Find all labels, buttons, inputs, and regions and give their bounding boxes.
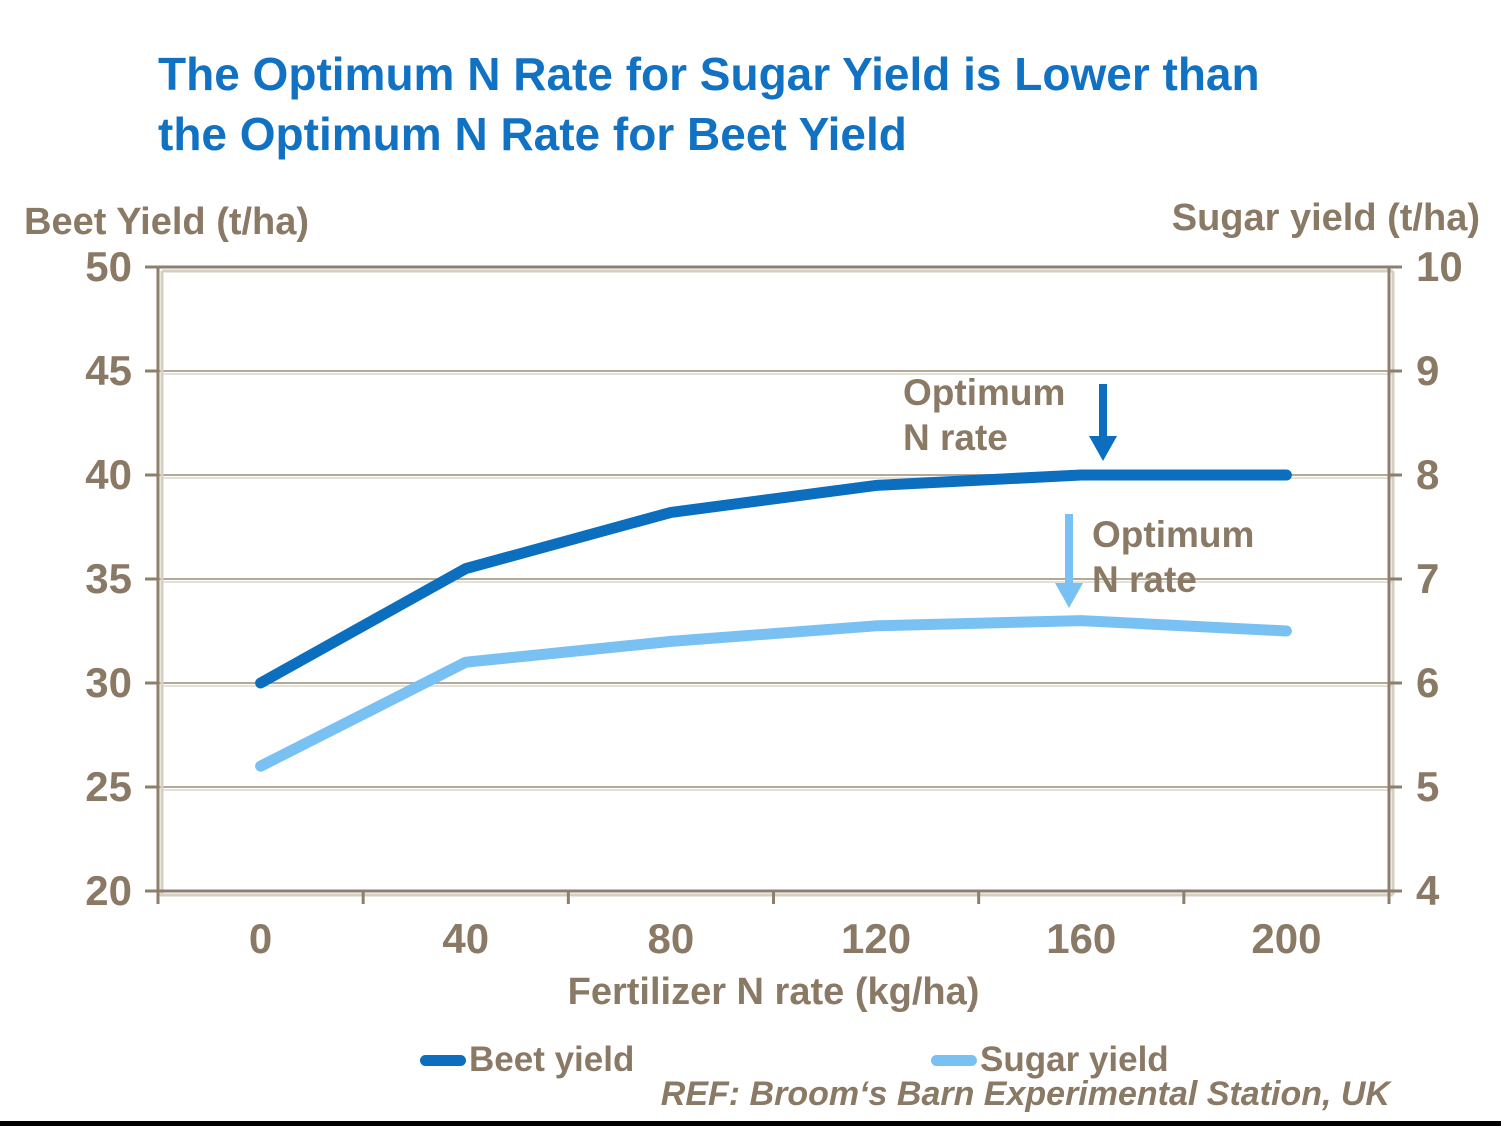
beet-yield-legend-label: Beet yield — [469, 1040, 635, 1079]
beet-yield-legend-swatch — [420, 1054, 466, 1066]
y-left-tick-label: 35 — [85, 555, 132, 602]
x-tick-label: 40 — [442, 915, 490, 962]
x-tick-label: 80 — [647, 915, 695, 962]
right-axis-title: Sugar yield (t/ha) — [1171, 197, 1480, 239]
beet-yield-line — [255, 469, 1292, 689]
x-tick-label: 160 — [1046, 915, 1117, 962]
y-left-tick-label: 25 — [85, 763, 132, 810]
beet-optimum-arrow-head — [1089, 436, 1117, 461]
sugar-optimum-arrow-head — [1055, 583, 1083, 608]
y-left-tick-label: 50 — [85, 243, 132, 290]
y-left-tick-label: 40 — [85, 451, 132, 498]
y-left-tick-label: 20 — [85, 867, 132, 914]
y-right-tick-label: 8 — [1416, 451, 1440, 498]
x-tick-label: 0 — [248, 915, 273, 962]
y-right-tick-label: 4 — [1416, 867, 1440, 914]
sugar-yield-line — [255, 615, 1292, 772]
y-right-tick-label: 7 — [1416, 555, 1440, 602]
left-axis-title: Beet Yield (t/ha) — [24, 201, 310, 243]
legend-item-sugar-yield: Sugar yield — [931, 1040, 1169, 1080]
y-left-tick-label: 45 — [85, 347, 132, 394]
chart-title: The Optimum N Rate for Sugar Yield is Lo… — [158, 44, 1428, 164]
y-right-tick-label: 5 — [1416, 763, 1440, 810]
annotation-sugar-optimum: Optimum N rate — [1092, 514, 1255, 600]
x-tick-label: 200 — [1251, 915, 1322, 962]
bottom-border-bar — [0, 1121, 1501, 1126]
legend-item-beet-yield: Beet yield — [420, 1040, 634, 1080]
chart-title-line1: The Optimum N Rate for Sugar Yield is Lo… — [158, 48, 1260, 100]
y-right-tick-label: 9 — [1416, 347, 1440, 394]
y-right-tick-label: 10 — [1416, 243, 1463, 290]
annotation-beet-optimum: Optimum N rate — [903, 372, 1066, 458]
reference-text: REF: Broom‘s Barn Experimental Station, … — [660, 1075, 1390, 1113]
chart-title-line2: the Optimum N Rate for Beet Yield — [158, 108, 907, 160]
sugar-yield-legend-label: Sugar yield — [980, 1040, 1169, 1079]
x-axis-title: Fertilizer N rate (kg/ha) — [567, 971, 980, 1013]
y-right-tick-label: 6 — [1416, 659, 1440, 706]
y-left-tick-label: 30 — [85, 659, 132, 706]
sugar-yield-legend-swatch — [931, 1054, 977, 1066]
x-tick-label: 120 — [841, 915, 912, 962]
